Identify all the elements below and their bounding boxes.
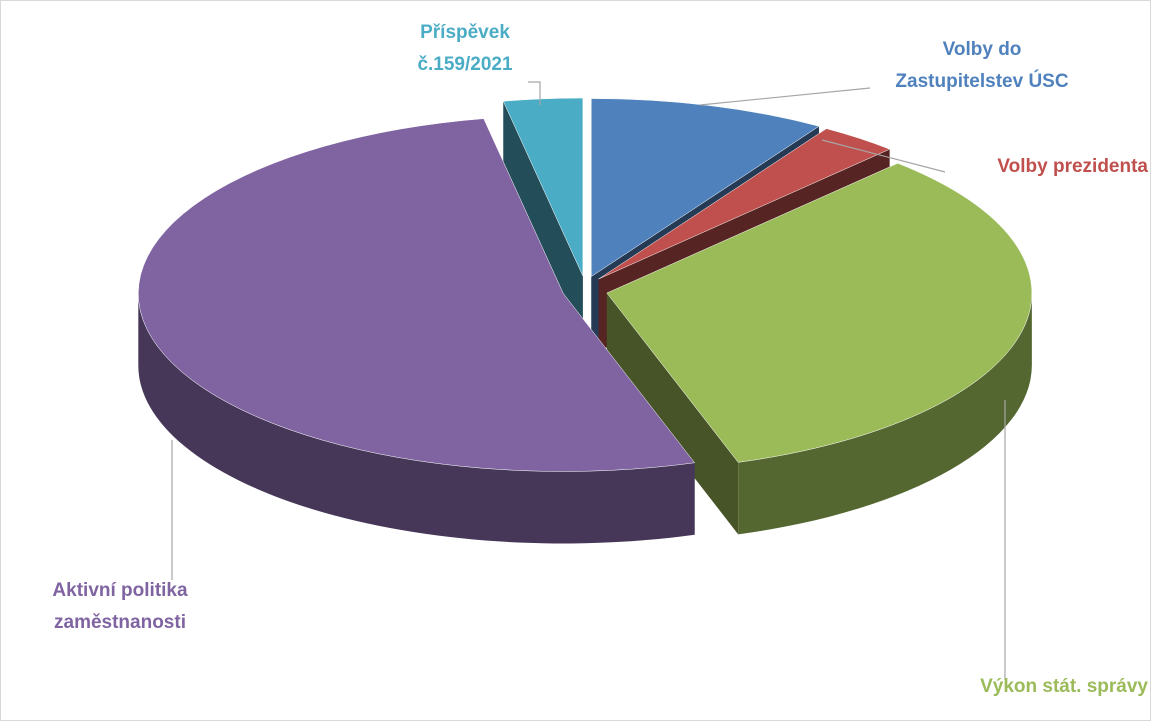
slice xyxy=(598,128,891,280)
slice xyxy=(138,118,696,472)
leader-line xyxy=(699,87,871,106)
slice-label: Výkon stát. správy xyxy=(980,676,1148,697)
leader-line xyxy=(821,139,946,173)
slice-wall xyxy=(503,101,583,349)
slice-label: Příspěvek č.159/2021 xyxy=(417,22,513,75)
slice-label: Volby do Zastupitelstev ÚSC xyxy=(895,39,1068,92)
slice-side xyxy=(138,293,695,544)
slice-side xyxy=(738,293,1032,535)
slice-label: Volby prezidenta xyxy=(997,156,1148,177)
slice xyxy=(606,163,1033,463)
slice-label: Aktivní politika zaměstnanosti xyxy=(52,580,188,633)
slice xyxy=(590,98,820,278)
leader-line xyxy=(528,81,541,105)
slice-wall xyxy=(606,293,739,535)
slice xyxy=(502,97,584,277)
